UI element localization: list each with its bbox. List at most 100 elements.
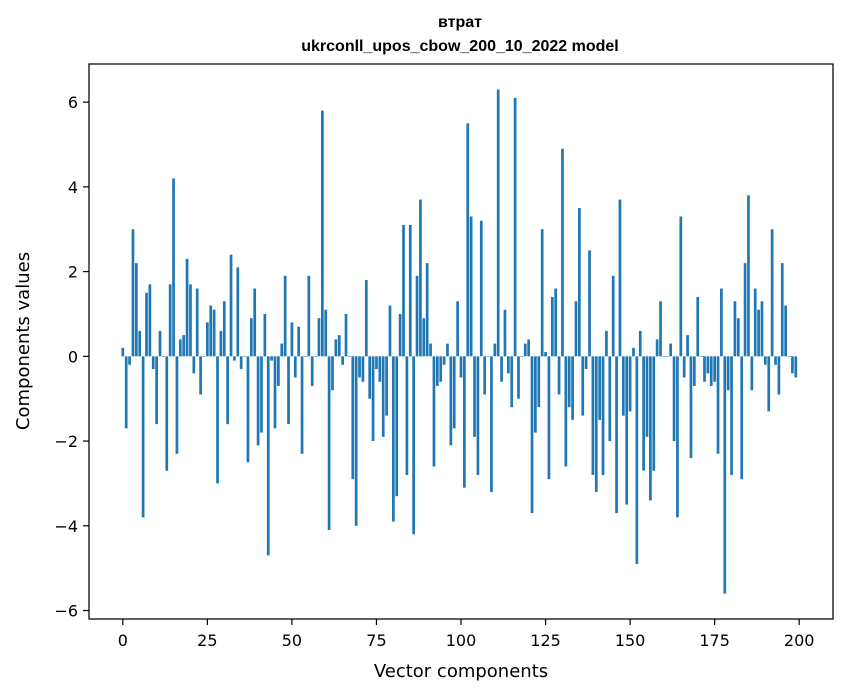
- bar-47: [280, 343, 284, 357]
- bar-169: [692, 356, 696, 386]
- bar-41: [260, 356, 263, 433]
- bar-108: [486, 356, 490, 357]
- bar-165: [679, 216, 683, 357]
- bar-88: [419, 199, 422, 357]
- bar-124: [540, 229, 544, 357]
- bar-117: [517, 356, 520, 399]
- bar-62: [331, 356, 334, 391]
- bar-184: [743, 263, 747, 357]
- bar-160: [662, 356, 666, 357]
- x-axis-label: Vector components: [374, 661, 548, 682]
- bar-123: [537, 356, 541, 408]
- bar-192: [770, 229, 774, 357]
- bar-1: [124, 356, 128, 429]
- bar-34: [236, 267, 240, 357]
- bar-77: [381, 356, 385, 437]
- bar-148: [621, 356, 625, 416]
- bar-122: [534, 356, 537, 433]
- bar-105: [476, 356, 480, 475]
- bars-group: [121, 89, 798, 594]
- bar-64: [337, 335, 341, 357]
- bar-39: [253, 288, 257, 357]
- bar-69: [354, 356, 358, 526]
- bar-120: [527, 339, 530, 357]
- bar-92: [432, 356, 436, 467]
- bar-155: [645, 356, 649, 437]
- bar-112: [500, 356, 503, 382]
- bar-114: [506, 356, 510, 374]
- bar-179: [726, 356, 730, 391]
- bar-196: [784, 305, 788, 357]
- bar-11: [158, 330, 162, 357]
- title-group: втрат ukrconll_upos_cbow_200_10_2022 mod…: [301, 14, 618, 55]
- bar-162: [669, 343, 673, 357]
- bar-141: [598, 356, 602, 420]
- bar-129: [557, 356, 561, 395]
- bar-10: [155, 356, 158, 425]
- bar-13: [165, 356, 169, 471]
- x-tick-label-100: 100: [446, 631, 477, 650]
- bar-35: [239, 356, 243, 370]
- bar-159: [659, 301, 662, 357]
- bar-131: [564, 356, 568, 467]
- bar-100: [459, 356, 463, 378]
- bar-110: [493, 343, 497, 357]
- bar-99: [456, 301, 459, 357]
- bar-97: [449, 356, 453, 446]
- bar-24: [202, 356, 206, 357]
- chart-title: втрат: [438, 14, 482, 31]
- bar-139: [591, 356, 595, 475]
- bar-38: [249, 318, 253, 357]
- x-tick-label-50: 50: [282, 631, 302, 650]
- bar-198: [791, 356, 794, 374]
- bar-56: [310, 356, 314, 386]
- bar-33: [233, 356, 236, 361]
- bar-72: [364, 280, 368, 357]
- x-tick-label-75: 75: [366, 631, 386, 650]
- bar-107: [483, 356, 487, 395]
- bar-25: [206, 322, 209, 357]
- bar-79: [388, 305, 392, 357]
- bar-70: [358, 356, 361, 378]
- bar-82: [398, 313, 402, 357]
- bar-73: [368, 356, 372, 399]
- bar-40: [256, 356, 260, 446]
- y-axis-label: Components values: [13, 252, 34, 430]
- bar-168: [689, 356, 693, 459]
- bar-76: [378, 356, 382, 382]
- bar-185: [747, 195, 750, 357]
- y-tick-label-0: 0: [68, 347, 78, 366]
- bar-16: [175, 356, 179, 454]
- bar-158: [655, 339, 659, 357]
- bar-145: [611, 275, 615, 357]
- y-tick-label-2: 2: [68, 263, 78, 282]
- y-tick-label-6: 6: [68, 93, 78, 112]
- bar-49: [287, 356, 290, 425]
- bar-75: [375, 356, 378, 370]
- bar-103: [469, 216, 473, 357]
- bar-149: [625, 356, 629, 505]
- bar-66: [344, 313, 348, 357]
- bar-44: [270, 356, 273, 361]
- bar-3: [131, 229, 135, 357]
- bar-151: [632, 347, 635, 357]
- bar-154: [642, 356, 645, 471]
- bar-83: [402, 224, 405, 357]
- bar-95: [442, 356, 446, 365]
- bar-134: [574, 301, 578, 357]
- bar-48: [283, 275, 287, 357]
- bar-9: [151, 356, 155, 370]
- bar-61: [327, 356, 331, 531]
- bar-163: [672, 356, 676, 442]
- bar-186: [750, 356, 754, 391]
- bar-20: [189, 284, 192, 357]
- x-tick-label-175: 175: [699, 631, 730, 650]
- bar-93: [435, 356, 439, 386]
- x-tick-label-200: 200: [784, 631, 815, 650]
- bar-126: [547, 356, 551, 480]
- bar-22: [195, 288, 199, 357]
- x-axis: 0 25 50 75 100 125 150 175 200: [118, 619, 815, 650]
- bar-87: [415, 275, 419, 357]
- bar-36: [243, 356, 246, 357]
- bar-29: [219, 330, 223, 357]
